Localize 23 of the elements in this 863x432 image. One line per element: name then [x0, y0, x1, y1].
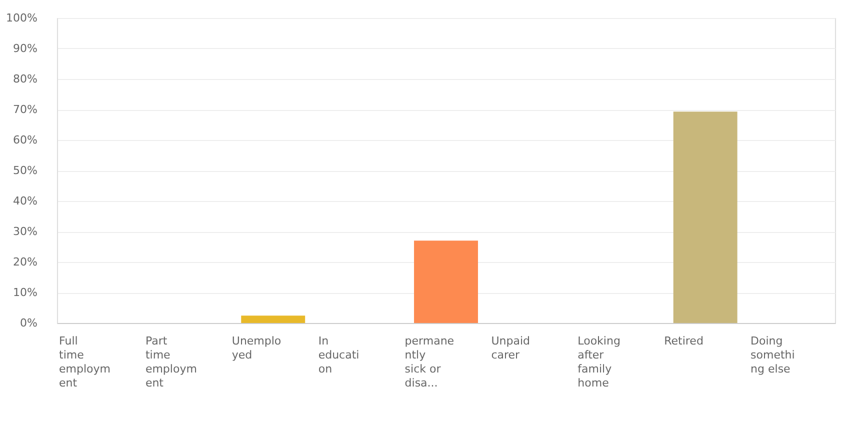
x-tick-label: Part time employment: [145, 334, 197, 390]
y-tick-label: 100%: [6, 12, 38, 24]
bar: [414, 240, 478, 323]
x-tick-label: Full time employment: [59, 334, 110, 390]
y-tick-label: 60%: [13, 134, 38, 146]
x-tick-label: permanently sick or disa...: [404, 334, 454, 390]
y-tick-label: 40%: [13, 194, 38, 208]
x-tick-label: Unemployed: [232, 334, 282, 362]
y-tick-label: 20%: [13, 256, 38, 268]
y-tick-label: 30%: [13, 225, 38, 238]
bar: [673, 112, 738, 323]
x-tick-label: Doing something else: [750, 334, 795, 376]
x-tick-label: Retired: [664, 334, 704, 348]
bar: [241, 316, 306, 323]
y-tick-label: 0%: [20, 316, 38, 330]
y-tick-label: 90%: [13, 42, 38, 55]
y-tick-label: 50%: [13, 164, 38, 177]
y-tick-label: 10%: [13, 286, 38, 299]
y-tick-label: 70%: [13, 103, 38, 116]
y-tick-label: 80%: [13, 72, 38, 86]
x-tick-label: Unpaid carer: [491, 334, 530, 362]
x-tick-label: In education: [318, 334, 360, 376]
x-tick-label: Looking after family home: [578, 334, 620, 390]
